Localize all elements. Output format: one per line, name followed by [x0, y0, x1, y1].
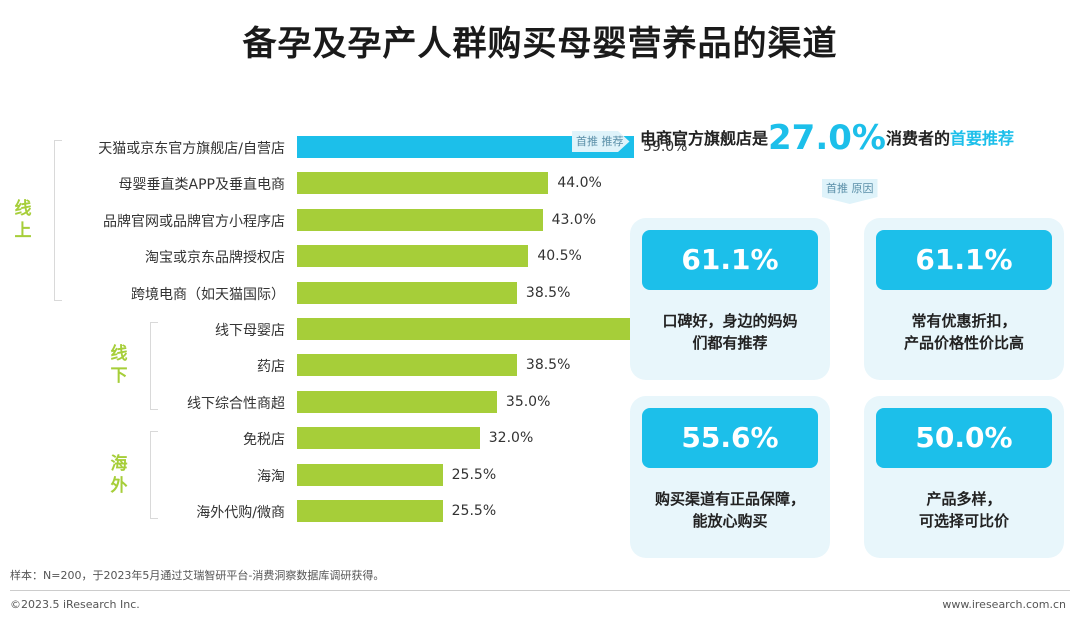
category-label: 母婴垂直类APP及垂直电商 [118, 177, 285, 194]
reason-pct: 55.6% [642, 408, 818, 468]
bar [297, 172, 549, 195]
bar [297, 390, 497, 413]
value-label: 40.5% [537, 248, 582, 265]
group-bracket-tick [54, 299, 62, 301]
bar [297, 136, 634, 158]
bar [297, 463, 443, 486]
category-label: 线下综合性商超 [187, 395, 285, 412]
category-label: 跨境电商（如天猫国际） [131, 286, 285, 303]
group-label: 线 上 [14, 198, 32, 241]
first-recommend-badge: 首推 推荐 [572, 131, 630, 152]
category-label: 品牌官网或品牌官方小程序店 [103, 213, 285, 230]
value-label: 43.0% [551, 211, 597, 228]
footer-divider [10, 590, 1070, 591]
headline-middle: 消费者的 [885, 129, 950, 148]
group-label: 线 下 [110, 344, 128, 387]
value-label: 38.5% [525, 284, 571, 301]
headline-prefix: 电商官方旗舰店是 [640, 129, 769, 148]
page-title: 备孕及孕产人群购买母婴营养品的渠道 [242, 24, 838, 64]
bar [297, 281, 517, 304]
group-bracket [150, 431, 151, 518]
value-label: 35.0% [505, 393, 551, 410]
channel-bar-chart: 天猫或京东官方旗舰店/自营店 59.0% 母婴垂直类APP及垂直电商 44.0% 品牌官… [14, 136, 730, 522]
reason-pct: 61.1% [876, 230, 1052, 290]
group-bracket-tick [150, 408, 158, 410]
group-bracket-tick [150, 431, 158, 433]
group-bracket-tick [150, 518, 158, 519]
bar [297, 354, 517, 377]
headline-highlight: 首要推荐 [950, 129, 1015, 148]
bar [297, 245, 529, 268]
category-label: 线下母婴店 [215, 323, 285, 339]
reason-card-3: 55.6% 购买渠道有正品保障， 能放心购买 [630, 396, 830, 558]
bar [297, 318, 677, 340]
category-label: 海外代购/微商 [196, 505, 285, 521]
value-label: 44.0% [557, 175, 602, 192]
value-label: 25.5% [451, 466, 497, 483]
website-link[interactable]: www.iresearch.com.cn [942, 598, 1066, 611]
reason-card-2: 61.1% 常有优惠折扣， 产品价格性价比高 [864, 218, 1064, 380]
group-bracket [150, 322, 151, 409]
reason-card-1: 61.1% 口碑好，身边的妈妈 们都有推荐 [630, 218, 830, 380]
footnote: 样本：N=200，于2023年5月通过艾瑞智研平台-消费洞察数据库调研获得。 [10, 569, 385, 582]
reason-text: 口碑好，身边的妈妈 们都有推荐 [662, 312, 798, 352]
reason-card-4: 50.0% 产品多样， 可选择可比价 [864, 396, 1064, 558]
bar [297, 500, 443, 522]
category-label: 天猫或京东官方旗舰店/自营店 [98, 141, 285, 157]
headline: 电商官方旗舰店是27.0%消费者的首要推荐 [640, 118, 1070, 158]
group-bracket [54, 140, 55, 300]
category-label: 海淘 [257, 468, 285, 485]
reason-badge: 首推 原因 [822, 179, 878, 204]
reason-text: 购买渠道有正品保障， 能放心购买 [654, 490, 805, 530]
bar [297, 427, 480, 450]
value-label: 32.0% [488, 430, 534, 447]
value-label: 25.5% [451, 503, 497, 519]
group-bracket-tick [150, 322, 158, 323]
category-label: 淘宝或京东品牌授权店 [145, 250, 285, 267]
value-label: 59.0% [643, 139, 688, 155]
category-label: 药店 [257, 359, 285, 376]
category-label: 免税店 [243, 432, 285, 449]
headline-value: 27.0% [768, 118, 886, 158]
copyright: ©2023.5 iResearch Inc. [10, 598, 140, 611]
reason-text: 产品多样， 可选择可比价 [918, 490, 1009, 530]
bar [297, 208, 543, 231]
group-label: 海 外 [110, 453, 128, 496]
reason-text: 常有优惠折扣， 产品价格性价比高 [903, 312, 1024, 352]
reason-pct: 50.0% [876, 408, 1052, 468]
group-bracket-tick [54, 140, 62, 141]
value-label: 38.5% [525, 357, 571, 374]
reason-pct: 61.1% [642, 230, 818, 290]
